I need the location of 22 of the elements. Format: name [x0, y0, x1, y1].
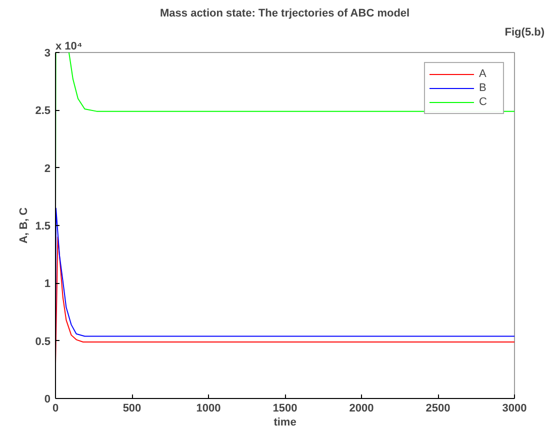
x-tick-label: 2500	[426, 402, 450, 414]
y-tick-label: 2.5	[35, 105, 51, 118]
chart-title: Mass action state: The trjectories of ABC model	[160, 8, 410, 20]
x-tick-label: 0	[52, 402, 59, 414]
text: x 10⁴	[56, 40, 82, 52]
y-tick-label: 0.5	[35, 336, 51, 348]
y-tick-label: 2	[44, 162, 51, 175]
legend-label: C	[479, 95, 488, 109]
legend-label: A	[479, 67, 488, 81]
y-tick-label: 1.5	[35, 220, 51, 232]
y-tick-label: 0	[44, 394, 51, 406]
x-tick-label: 500	[122, 402, 142, 414]
y-tick-label: 1	[44, 278, 51, 290]
y-axis-title: A, B, C	[18, 207, 30, 244]
legend-label: B	[479, 81, 488, 95]
x-tick-label: 1500	[272, 402, 298, 414]
x-axis-title: time	[274, 416, 296, 428]
text: Fig(5.b)	[504, 26, 545, 38]
x-tick-label: 1000	[196, 402, 221, 414]
x-tick-label: 2000	[349, 402, 374, 414]
y-tick-label: 3	[44, 48, 51, 60]
x-tick-label: 3000	[502, 402, 527, 414]
